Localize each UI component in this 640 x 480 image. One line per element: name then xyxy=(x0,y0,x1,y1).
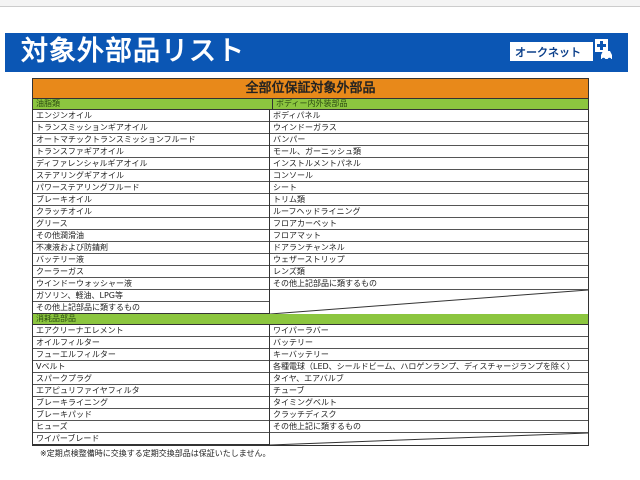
table-cell: フロアカーペット xyxy=(270,218,588,230)
table-cell: インストルメントパネル xyxy=(270,158,588,170)
table-cell: ディファレンシャルギアオイル xyxy=(33,158,269,170)
title-banner: 対象外部品リスト オークネット xyxy=(5,33,628,72)
body-parts-column: ボディパネル ウインドーガラス バンパー モール、ガーニッシュ類 インストルメントパネル… xyxy=(270,110,588,314)
table-cell: オイルフィルター xyxy=(33,337,269,349)
table-cell: 不凍液および防錆剤 xyxy=(33,242,269,254)
table-cell: クラッチオイル xyxy=(33,206,269,218)
table-cell: ブレーキオイル xyxy=(33,194,269,206)
logo-text: オークネット xyxy=(515,45,581,59)
consumables-left-column: エアクリーナエレメント オイルフィルター フューエルフィルター Vベルト スパークプラグ… xyxy=(33,325,270,445)
empty-cell-diagonal xyxy=(270,433,588,445)
page-top-edge xyxy=(0,0,640,7)
oils-column: エンジンオイル トランスミッションギアオイル オートマチックトランスミッションフルー… xyxy=(33,110,270,314)
auctionnet-logo: オークネット xyxy=(510,42,593,61)
footnote: ※定期点検整備時に交換する定期交換部品は保証いたしません。 xyxy=(40,449,271,458)
table-cell: ルーフヘッドライニング xyxy=(270,206,588,218)
table-cell: ウインドーガラス xyxy=(270,122,588,134)
table-cell: その他上記に類するもの xyxy=(270,421,588,433)
table-cell: エンジンオイル xyxy=(33,110,269,122)
table-cell: タイヤ、エアバルブ xyxy=(270,373,588,385)
table-cell: ワイパーブレード xyxy=(33,433,269,445)
consumables-right-column: ワイパーラバー バッテリー キーバッテリー 各種電球（LED、シールドビーム、ハロゲン… xyxy=(270,325,588,445)
table-cell: トリム類 xyxy=(270,194,588,206)
table-cell: シート xyxy=(270,182,588,194)
table-cell: その他上記部品に類するもの xyxy=(33,302,269,314)
page-title: 対象外部品リスト xyxy=(21,36,245,67)
table-cell: キーバッテリー xyxy=(270,349,588,361)
table-cell: トランスミッションギアオイル xyxy=(33,122,269,134)
consumables-header-row: 消耗品部品 xyxy=(33,314,588,325)
table-title: 全部位保証対象外部品 xyxy=(33,79,588,99)
table-cell: フロアマット xyxy=(270,230,588,242)
table-cell: その他潤滑油 xyxy=(33,230,269,242)
table-cell: グリース xyxy=(33,218,269,230)
table-cell: エアクリーナエレメント xyxy=(33,325,269,337)
table-cell: 各種電球（LED、シールドビーム、ハロゲンランプ、ディスチャージランプを除く） xyxy=(270,361,588,373)
table-cell: クラッチディスク xyxy=(270,409,588,421)
table-cell: トランスファギアオイル xyxy=(33,146,269,158)
table-cell: ドアランチャンネル xyxy=(270,242,588,254)
table-cell: ステアリングギアオイル xyxy=(33,170,269,182)
table-cell: その他上記部品に類するもの xyxy=(270,278,588,290)
section-header-row: 油脂類 ボディー内外装部品 xyxy=(33,99,588,110)
table-cell: ブレーキライニング xyxy=(33,397,269,409)
table-cell: タイミングベルト xyxy=(270,397,588,409)
body-parts-heading: ボディー内外装部品 xyxy=(276,99,348,108)
table-cell: ウェザーストリップ xyxy=(270,254,588,266)
table-cell: コンソール xyxy=(270,170,588,182)
oils-heading: 油脂類 xyxy=(33,99,273,109)
table-cell: バッテリー液 xyxy=(33,254,269,266)
empty-cell-diagonal xyxy=(270,290,588,314)
table-cell: オートマチックトランスミッションフルード xyxy=(33,134,269,146)
section2: エアクリーナエレメント オイルフィルター フューエルフィルター Vベルト スパークプラグ… xyxy=(33,325,588,445)
table-cell: バッテリー xyxy=(270,337,588,349)
table-cell: チューブ xyxy=(270,385,588,397)
car-plus-icon xyxy=(595,39,612,62)
table-cell: パワーステアリングフルード xyxy=(33,182,269,194)
table-cell: フューエルフィルター xyxy=(33,349,269,361)
table-cell: バンパー xyxy=(270,134,588,146)
table-cell: Vベルト xyxy=(33,361,269,373)
table-cell: ブレーキパッド xyxy=(33,409,269,421)
table-cell: エアピュリファイヤフィルタ xyxy=(33,385,269,397)
excluded-parts-table: 全部位保証対象外部品 油脂類 ボディー内外装部品 エンジンオイル トランスミッショ… xyxy=(32,78,589,446)
table-cell: クーラーガス xyxy=(33,266,269,278)
table-cell: ウインドーウォッシャー液 xyxy=(33,278,269,290)
table-cell: ワイパーラバー xyxy=(270,325,588,337)
table-cell: ボディパネル xyxy=(270,110,588,122)
consumables-heading: 消耗品部品 xyxy=(36,314,76,323)
table-cell: モール、ガーニッシュ類 xyxy=(270,146,588,158)
table-cell: ヒューズ xyxy=(33,421,269,433)
table-cell: スパークプラグ xyxy=(33,373,269,385)
table-cell: ガソリン、軽油、LPG等 xyxy=(33,290,269,302)
table-cell: レンズ類 xyxy=(270,266,588,278)
section1: エンジンオイル トランスミッションギアオイル オートマチックトランスミッションフルー… xyxy=(33,110,588,314)
